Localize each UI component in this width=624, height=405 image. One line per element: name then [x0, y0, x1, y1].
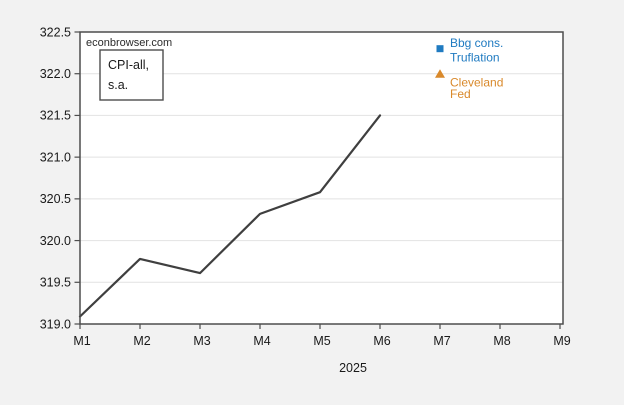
y-tick-label: 320.0 — [40, 234, 71, 248]
y-tick-label: 320.5 — [40, 192, 71, 206]
annotation-line-2: s.a. — [108, 78, 128, 92]
watermark-econbrowser: econbrowser.com — [86, 37, 172, 49]
marker-bbg-square — [436, 45, 444, 53]
x-tick-label: M4 — [253, 334, 270, 348]
plot-frame — [79, 31, 564, 325]
legend-bbg-line1: Bbg cons. — [450, 36, 503, 50]
annotation-box-border — [99, 49, 164, 101]
x-tick-label: M3 — [193, 334, 210, 348]
y-tick-label: 322.5 — [40, 25, 71, 39]
legend-cleveland-fed: Cleveland Fed — [450, 76, 503, 102]
legend-bbg-line2: Truflation — [450, 51, 500, 65]
x-tick-label: M6 — [373, 334, 390, 348]
y-tick-label: 321.0 — [40, 150, 71, 164]
y-tick-label: 321.5 — [40, 109, 71, 123]
y-tick-label: 319.0 — [40, 317, 71, 331]
x-tick-label: M8 — [493, 334, 510, 348]
y-tick-label: 319.5 — [40, 276, 71, 290]
x-tick-label: M5 — [313, 334, 330, 348]
series-line-cpi — [78, 114, 382, 318]
marker-cleveland-triangle — [435, 69, 445, 78]
legend-bbg-truflation: Bbg cons. Truflation — [450, 36, 503, 65]
legend-cleveland-line1: Cleveland — [450, 76, 503, 90]
x-tick-label: M7 — [433, 334, 450, 348]
y-tick-label: 322.0 — [40, 67, 71, 81]
annotation-box-cpi: CPI-all, s.a. — [99, 49, 164, 101]
x-tick-label: M2 — [133, 334, 150, 348]
x-axis-year-label: 2025 — [339, 361, 367, 375]
legend-cleveland-line2: Fed — [450, 87, 471, 101]
x-tick-label: M1 — [73, 334, 90, 348]
x-tick-label: M9 — [553, 334, 570, 348]
annotation-line-1: CPI-all, — [108, 58, 149, 72]
